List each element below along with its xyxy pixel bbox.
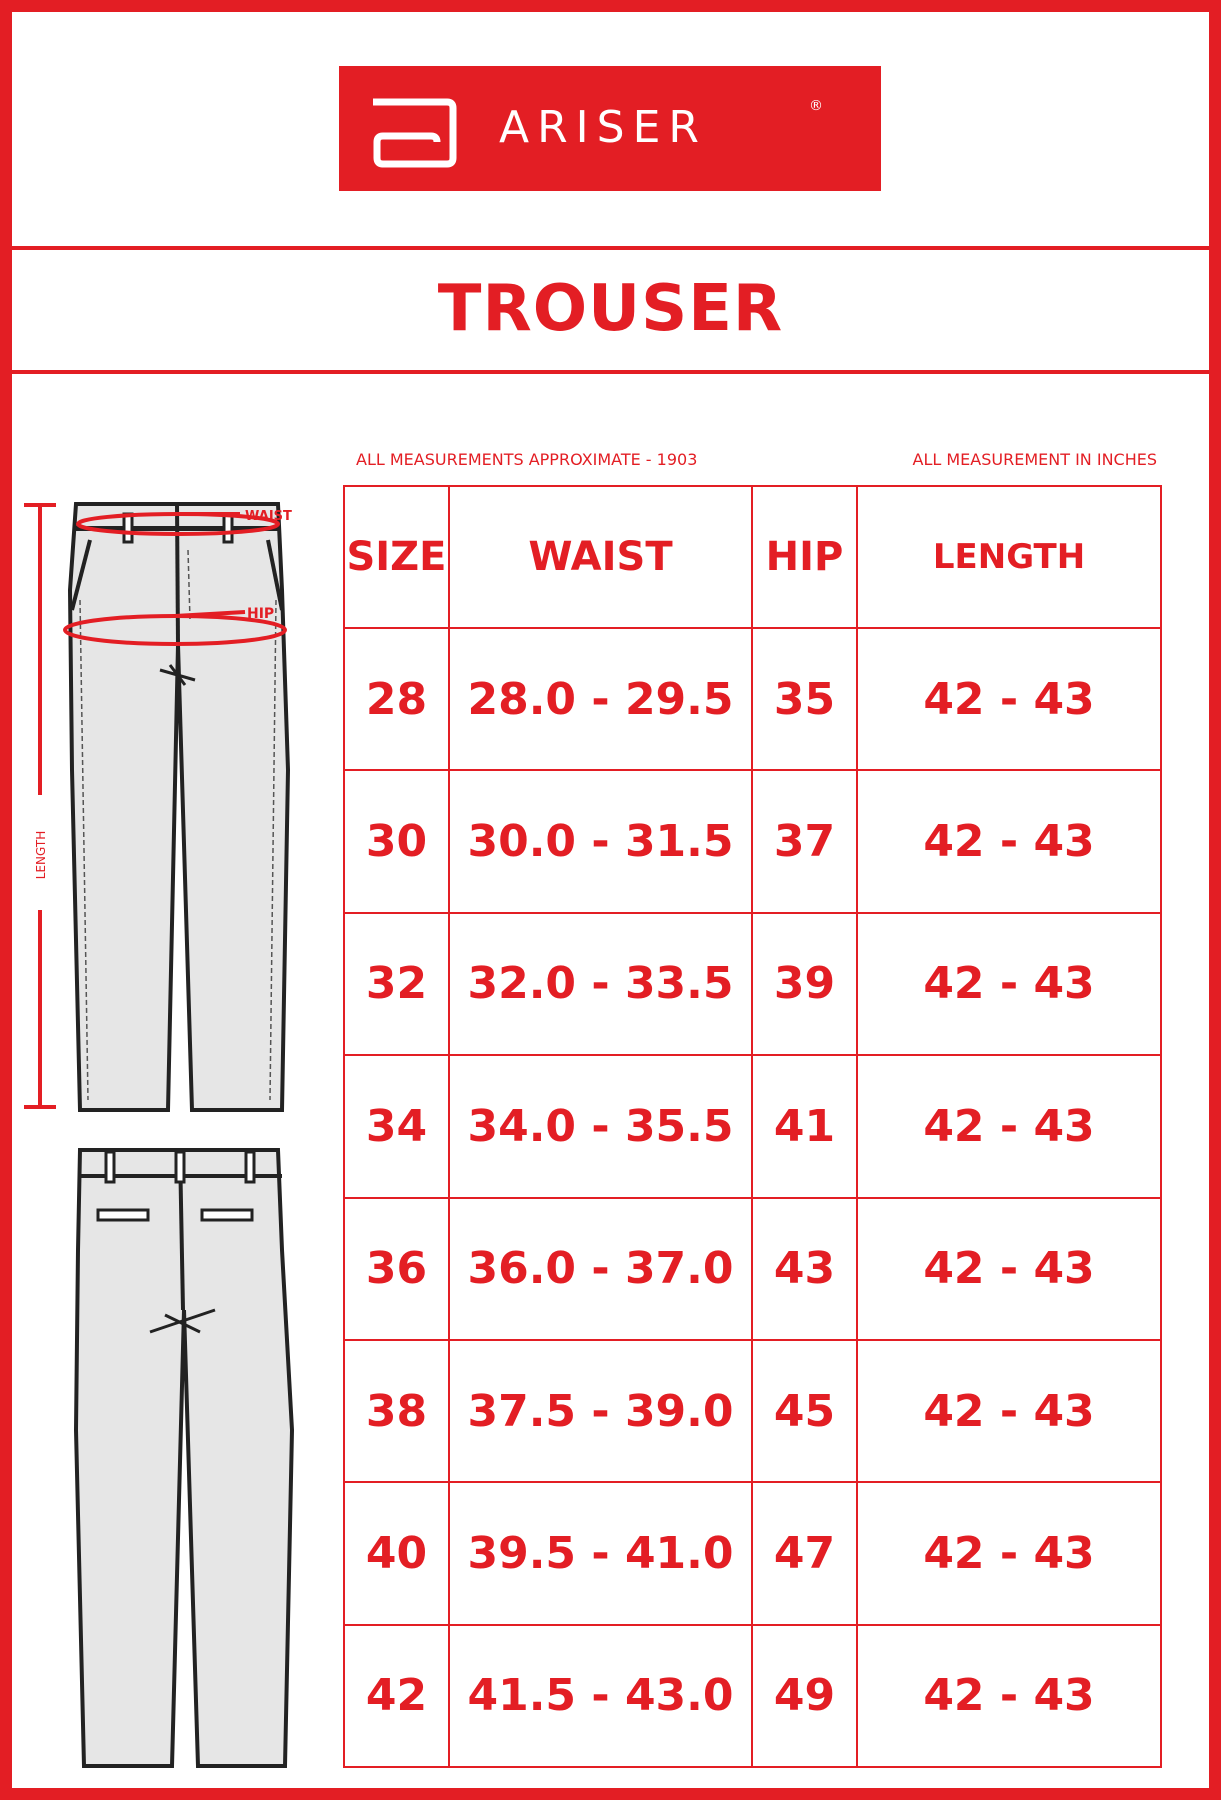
units-note: ALL MEASUREMENT IN INCHES bbox=[912, 450, 1157, 469]
cell-size: 36 bbox=[343, 1196, 450, 1341]
cell-waist: 37.5 - 39.0 bbox=[448, 1338, 753, 1484]
cell-length: 42 - 43 bbox=[856, 626, 1162, 772]
cell-size: 42 bbox=[343, 1623, 450, 1769]
cell-size: 32 bbox=[343, 911, 450, 1057]
length-label: LENGTH bbox=[34, 831, 48, 879]
cell-size: 40 bbox=[343, 1481, 450, 1626]
table-row: 36 36.0 - 37.0 43 42 - 43 bbox=[343, 1196, 1162, 1341]
approximate-note: ALL MEASUREMENTS APPROXIMATE - 1903 bbox=[356, 450, 698, 469]
brand-name: ARISER bbox=[499, 102, 707, 153]
cell-length: 42 - 43 bbox=[856, 1054, 1162, 1199]
cell-waist: 36.0 - 37.0 bbox=[448, 1196, 753, 1341]
header-waist: WAIST bbox=[448, 485, 753, 629]
cell-length: 42 - 43 bbox=[856, 1623, 1162, 1769]
cell-waist: 41.5 - 43.0 bbox=[448, 1623, 753, 1769]
cell-hip: 43 bbox=[751, 1196, 858, 1341]
page-title: TROUSER bbox=[437, 272, 784, 346]
table-row: 30 30.0 - 31.5 37 42 - 43 bbox=[343, 769, 1162, 914]
cell-hip: 47 bbox=[751, 1481, 858, 1626]
cell-length: 42 - 43 bbox=[856, 911, 1162, 1057]
registered-mark: ® bbox=[809, 98, 823, 114]
cell-size: 34 bbox=[343, 1054, 450, 1199]
cell-hip: 37 bbox=[751, 769, 858, 914]
cell-size: 30 bbox=[343, 769, 450, 914]
front-pants-icon bbox=[67, 502, 291, 1112]
cell-hip: 39 bbox=[751, 911, 858, 1057]
header-hip: HIP bbox=[751, 485, 858, 629]
cell-waist: 34.0 - 35.5 bbox=[448, 1054, 753, 1199]
table-row: 38 37.5 - 39.0 45 42 - 43 bbox=[343, 1338, 1162, 1484]
cell-size: 38 bbox=[343, 1338, 450, 1484]
cell-hip: 41 bbox=[751, 1054, 858, 1199]
ariser-logo-icon: ® bbox=[373, 98, 823, 168]
divider bbox=[0, 246, 1221, 250]
length-indicator bbox=[24, 503, 56, 1109]
cell-length: 42 - 43 bbox=[856, 1481, 1162, 1626]
cell-length: 42 - 43 bbox=[856, 1196, 1162, 1341]
table-row: 42 41.5 - 43.0 49 42 - 43 bbox=[343, 1623, 1162, 1769]
waist-label: WAIST bbox=[245, 509, 292, 524]
table-row: 28 28.0 - 29.5 35 42 - 43 bbox=[343, 626, 1162, 772]
table-row: 34 34.0 - 35.5 41 42 - 43 bbox=[343, 1054, 1162, 1199]
cell-waist: 32.0 - 33.5 bbox=[448, 911, 753, 1057]
table-row: 32 32.0 - 33.5 39 42 - 43 bbox=[343, 911, 1162, 1057]
hip-label: HIP bbox=[247, 606, 274, 622]
header-size: SIZE bbox=[343, 485, 450, 629]
cell-length: 42 - 43 bbox=[856, 769, 1162, 914]
header-length: LENGTH bbox=[856, 485, 1162, 629]
cell-hip: 45 bbox=[751, 1338, 858, 1484]
table-header-row: SIZE WAIST HIP LENGTH bbox=[343, 485, 1162, 629]
cell-size: 28 bbox=[343, 626, 450, 772]
table-row: 40 39.5 - 41.0 47 42 - 43 bbox=[343, 1481, 1162, 1626]
cell-waist: 39.5 - 41.0 bbox=[448, 1481, 753, 1626]
divider bbox=[0, 370, 1221, 374]
brand-logo: ® ARISER bbox=[339, 66, 881, 191]
cell-hip: 35 bbox=[751, 626, 858, 772]
trouser-diagram: LENGTH WAIST HIP bbox=[24, 502, 295, 1768]
back-pants-icon bbox=[73, 1148, 295, 1768]
cell-waist: 28.0 - 29.5 bbox=[448, 626, 753, 772]
size-chart-table: SIZE WAIST HIP LENGTH 28 28.0 - 29.5 35 42 … bbox=[343, 485, 1162, 1769]
cell-waist: 30.0 - 31.5 bbox=[448, 769, 753, 914]
measure-lines bbox=[63, 512, 287, 646]
cell-hip: 49 bbox=[751, 1623, 858, 1769]
cell-length: 42 - 43 bbox=[856, 1338, 1162, 1484]
